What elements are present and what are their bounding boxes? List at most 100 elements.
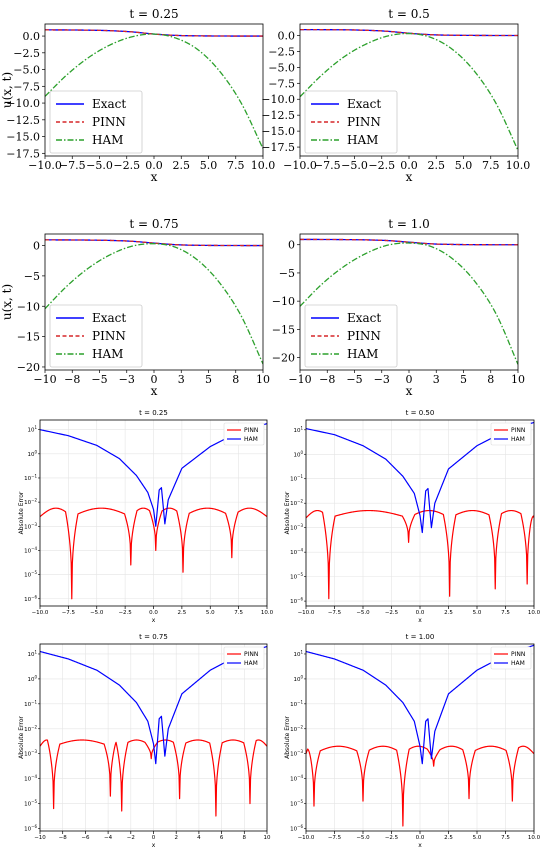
x-tick-label: 5.0 <box>200 159 218 172</box>
x-tick-label: −8 <box>64 373 80 386</box>
x-tick-label: 0.0 <box>149 610 158 616</box>
y-tick-label: 10−1 <box>290 474 303 483</box>
legend-box <box>49 304 143 368</box>
y-tick-label: −5 <box>279 267 295 280</box>
x-tick-label: 7.5 <box>227 159 245 172</box>
y-tick-label: −17.5 <box>6 147 40 160</box>
x-tick-label: −2.5 <box>368 159 395 172</box>
legend-label: HAM <box>347 133 378 147</box>
x-tick-label: 10.0 <box>528 835 541 841</box>
y-tick-label: 100 <box>27 449 37 458</box>
y-tick-label: −5.0 <box>13 64 40 77</box>
x-tick-label: −4 <box>104 835 113 841</box>
x-tick-label: 2 <box>174 835 178 841</box>
plot-area <box>300 28 518 151</box>
series-line-pinn <box>40 507 267 600</box>
y-tick-label: 100 <box>293 674 303 683</box>
series-line-pinn <box>300 238 518 246</box>
error-panel: −10.0 −7.5 −5.0 −2.5 0.0 2.5 5.0 7.5 10.0 101 100 1… <box>284 409 541 624</box>
series-line-exact <box>45 239 263 247</box>
x-tick-label: −2.5 <box>385 610 399 616</box>
y-tick-label: 0 <box>33 240 40 253</box>
x-tick-label: 0 <box>406 373 413 386</box>
x-tick-label: −10.0 <box>283 159 317 172</box>
x-tick-label: 5 <box>460 373 467 386</box>
plot-area <box>45 239 263 365</box>
series-line-exact <box>45 29 263 37</box>
x-tick-label: 10 <box>264 835 271 841</box>
x-tick-label: −5.0 <box>341 159 368 172</box>
series-line-ham <box>300 242 518 365</box>
x-tick-label: −5.0 <box>356 835 370 841</box>
chart-title: t = 1.00 <box>406 633 435 641</box>
legend-box <box>304 90 398 154</box>
x-axis-label: x <box>152 617 156 624</box>
legend-label: HAM <box>347 347 378 361</box>
x-tick-label: −10.0 <box>298 835 315 841</box>
x-tick-label: 0.0 <box>145 159 163 172</box>
series-line-ham <box>45 33 263 149</box>
y-tick-label: −7.5 <box>268 77 295 90</box>
legend-label: PINN <box>347 329 381 343</box>
legend-box <box>304 304 398 368</box>
y-tick-label: −2.5 <box>13 47 40 60</box>
x-tick-label: −3 <box>374 373 390 386</box>
y-tick-label: 101 <box>27 425 37 434</box>
series-line-ham <box>45 243 263 365</box>
x-tick-label: 8 <box>243 835 247 841</box>
y-tick-label: −5 <box>24 270 40 283</box>
series-line-pinn <box>45 29 263 37</box>
x-axis-label: x <box>151 384 158 398</box>
x-tick-label: −7.5 <box>328 610 342 616</box>
x-tick-label: −7.5 <box>314 159 341 172</box>
x-tick-label: 4 <box>197 835 201 841</box>
y-axis-label: Absolute Error <box>18 491 25 534</box>
legend-label: HAM <box>92 133 123 147</box>
y-tick-label: 10−6 <box>24 594 37 603</box>
y-tick-label: −7.5 <box>13 80 40 93</box>
y-tick-label: 10−3 <box>290 523 303 532</box>
chart-title: t = 0.5 <box>388 7 430 21</box>
solution-panel: −10.0−7.5 −5.0 −2.5 0.0 2.5 5.0 7.5 10.00.0−2.5… <box>0 7 275 184</box>
x-axis-label: x <box>406 384 413 398</box>
x-axis-label: x <box>418 617 422 624</box>
x-tick-label: −10 <box>34 835 46 841</box>
plot-area <box>45 29 263 149</box>
legend-label: PINN <box>511 427 525 434</box>
x-tick-label: −10 <box>33 373 56 386</box>
x-tick-label: −10.0 <box>298 610 315 616</box>
y-axis-label: Absolute Error <box>284 491 291 534</box>
x-tick-label: 2.5 <box>428 159 446 172</box>
y-tick-label: 101 <box>27 649 37 658</box>
error-panel: −10.0 −7.5 −5.0 −2.5 0.0 2.5 5.0 7.5 10.0 101 100 1… <box>18 409 274 624</box>
x-tick-label: −3 <box>119 373 135 386</box>
x-tick-label: 0.0 <box>416 610 425 616</box>
y-axis-label: u(x, t) <box>0 72 14 108</box>
x-axis-label: x <box>151 170 158 184</box>
x-tick-label: 0 <box>151 373 158 386</box>
legend-label: PINN <box>92 115 126 129</box>
x-tick-label: −7.5 <box>62 610 76 616</box>
x-tick-label: 10.0 <box>261 610 274 616</box>
x-tick-label: 5.0 <box>206 610 215 616</box>
legend-label: PINN <box>347 115 381 129</box>
plot-area <box>300 238 518 365</box>
x-tick-label: −2.5 <box>113 159 140 172</box>
y-tick-label: −12.5 <box>261 109 295 122</box>
y-axis-label: Absolute Error <box>284 716 291 759</box>
y-tick-label: 10−6 <box>24 824 37 833</box>
y-tick-label: −5.0 <box>268 61 295 74</box>
y-tick-label: 10−3 <box>24 522 37 531</box>
y-tick-label: −2.5 <box>268 45 295 58</box>
legend-label: PINN <box>244 651 258 658</box>
y-tick-label: 10−1 <box>290 699 303 708</box>
y-tick-label: −15 <box>17 331 40 344</box>
y-tick-label: 10−4 <box>24 774 37 783</box>
series-line-pinn <box>306 509 534 600</box>
series-line-ham <box>300 32 518 151</box>
legend-box <box>49 90 143 154</box>
legend-label: Exact <box>347 97 381 111</box>
y-tick-label: 101 <box>293 649 303 658</box>
y-tick-label: 10−5 <box>290 799 303 808</box>
